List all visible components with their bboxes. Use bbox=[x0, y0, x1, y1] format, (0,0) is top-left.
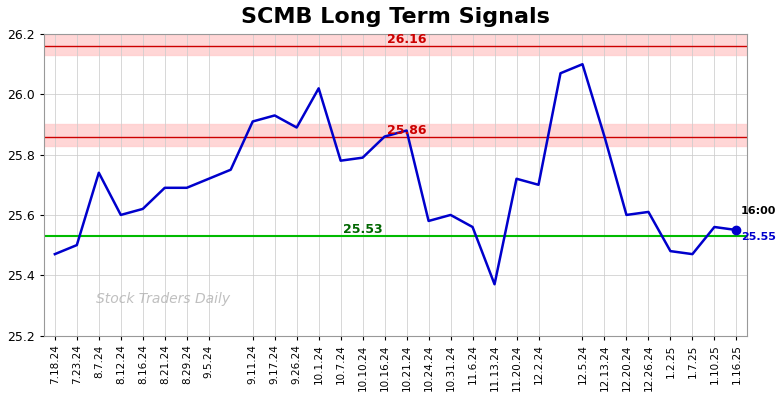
Text: 26.16: 26.16 bbox=[387, 33, 426, 46]
Text: Stock Traders Daily: Stock Traders Daily bbox=[96, 293, 230, 306]
Bar bbox=[44, 125, 747, 146]
Text: 25.53: 25.53 bbox=[343, 223, 383, 236]
Title: SCMB Long Term Signals: SCMB Long Term Signals bbox=[241, 7, 550, 27]
Bar bbox=[44, 34, 747, 55]
Text: 16:00: 16:00 bbox=[741, 207, 776, 217]
Text: 25.86: 25.86 bbox=[387, 123, 426, 137]
Text: 25.55: 25.55 bbox=[741, 232, 775, 242]
